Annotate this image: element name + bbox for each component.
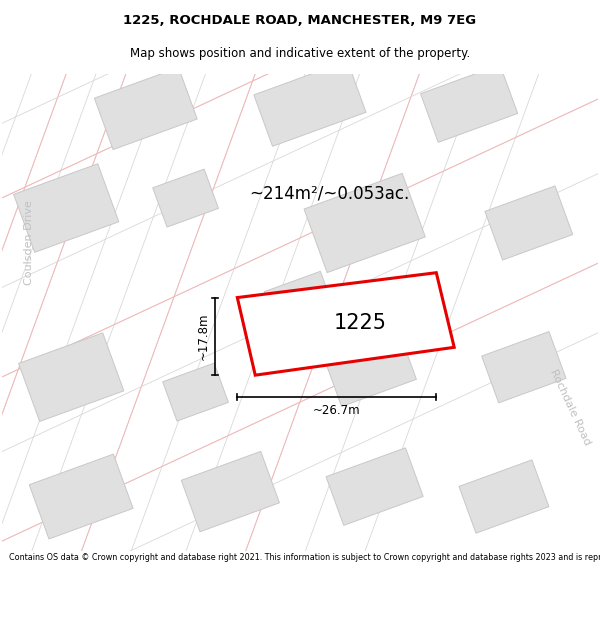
Polygon shape: [181, 451, 280, 532]
Polygon shape: [153, 169, 218, 227]
Polygon shape: [482, 332, 566, 403]
Polygon shape: [163, 363, 229, 421]
Polygon shape: [326, 448, 423, 526]
Polygon shape: [19, 333, 124, 421]
Text: ~26.7m: ~26.7m: [313, 404, 361, 418]
Text: Rochdale Road: Rochdale Road: [548, 368, 593, 447]
Text: Contains OS data © Crown copyright and database right 2021. This information is : Contains OS data © Crown copyright and d…: [9, 553, 600, 562]
Polygon shape: [238, 272, 454, 375]
Polygon shape: [14, 164, 119, 252]
Polygon shape: [29, 454, 133, 539]
Text: ~17.8m: ~17.8m: [197, 312, 210, 360]
Polygon shape: [323, 328, 416, 406]
Polygon shape: [94, 68, 197, 149]
Polygon shape: [304, 173, 425, 272]
Text: ~214m²/~0.053ac.: ~214m²/~0.053ac.: [250, 184, 410, 202]
Polygon shape: [254, 61, 366, 146]
Polygon shape: [265, 271, 335, 334]
Polygon shape: [485, 186, 573, 260]
Text: Coulsden Drive: Coulsden Drive: [25, 201, 34, 285]
Text: 1225: 1225: [334, 313, 387, 333]
Polygon shape: [459, 460, 549, 533]
Text: 1225, ROCHDALE ROAD, MANCHESTER, M9 7EG: 1225, ROCHDALE ROAD, MANCHESTER, M9 7EG: [124, 14, 476, 27]
Text: Map shows position and indicative extent of the property.: Map shows position and indicative extent…: [130, 47, 470, 59]
Polygon shape: [421, 65, 518, 142]
